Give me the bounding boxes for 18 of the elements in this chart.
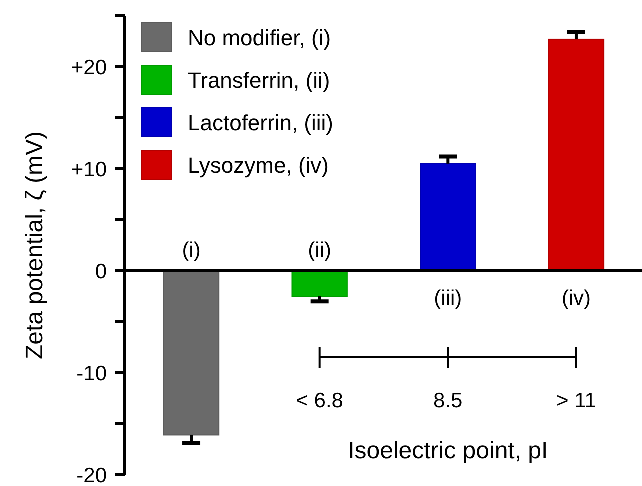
y-tick-label: +10 (71, 158, 107, 182)
x-axis-title: Isoelectric point, pI (348, 437, 548, 464)
y-tick-label: -10 (76, 362, 107, 386)
x-tick-label: (iv) (562, 287, 592, 310)
legend-label: Lysozyme, (iv) (188, 153, 329, 178)
x-tick-label: (i) (182, 239, 201, 262)
y-tick-label: +20 (71, 56, 107, 80)
x-tick-label: (ii) (308, 239, 332, 262)
y-tick-label: -20 (76, 464, 107, 486)
legend-label: Transferrin, (ii) (188, 68, 330, 94)
annotation: > 11 (556, 389, 596, 412)
y-tick-label: 0 (95, 260, 107, 284)
annotation: 8.5 (434, 389, 463, 412)
legend-label: No modifier, (i) (188, 26, 332, 51)
x-tick-label: (iii) (434, 287, 462, 310)
legend-label: Lactoferrin, (iii) (188, 110, 334, 136)
annotation: < 6.8 (296, 389, 344, 412)
y-axis-title: Zeta potential, ζ (mV) (21, 132, 48, 360)
